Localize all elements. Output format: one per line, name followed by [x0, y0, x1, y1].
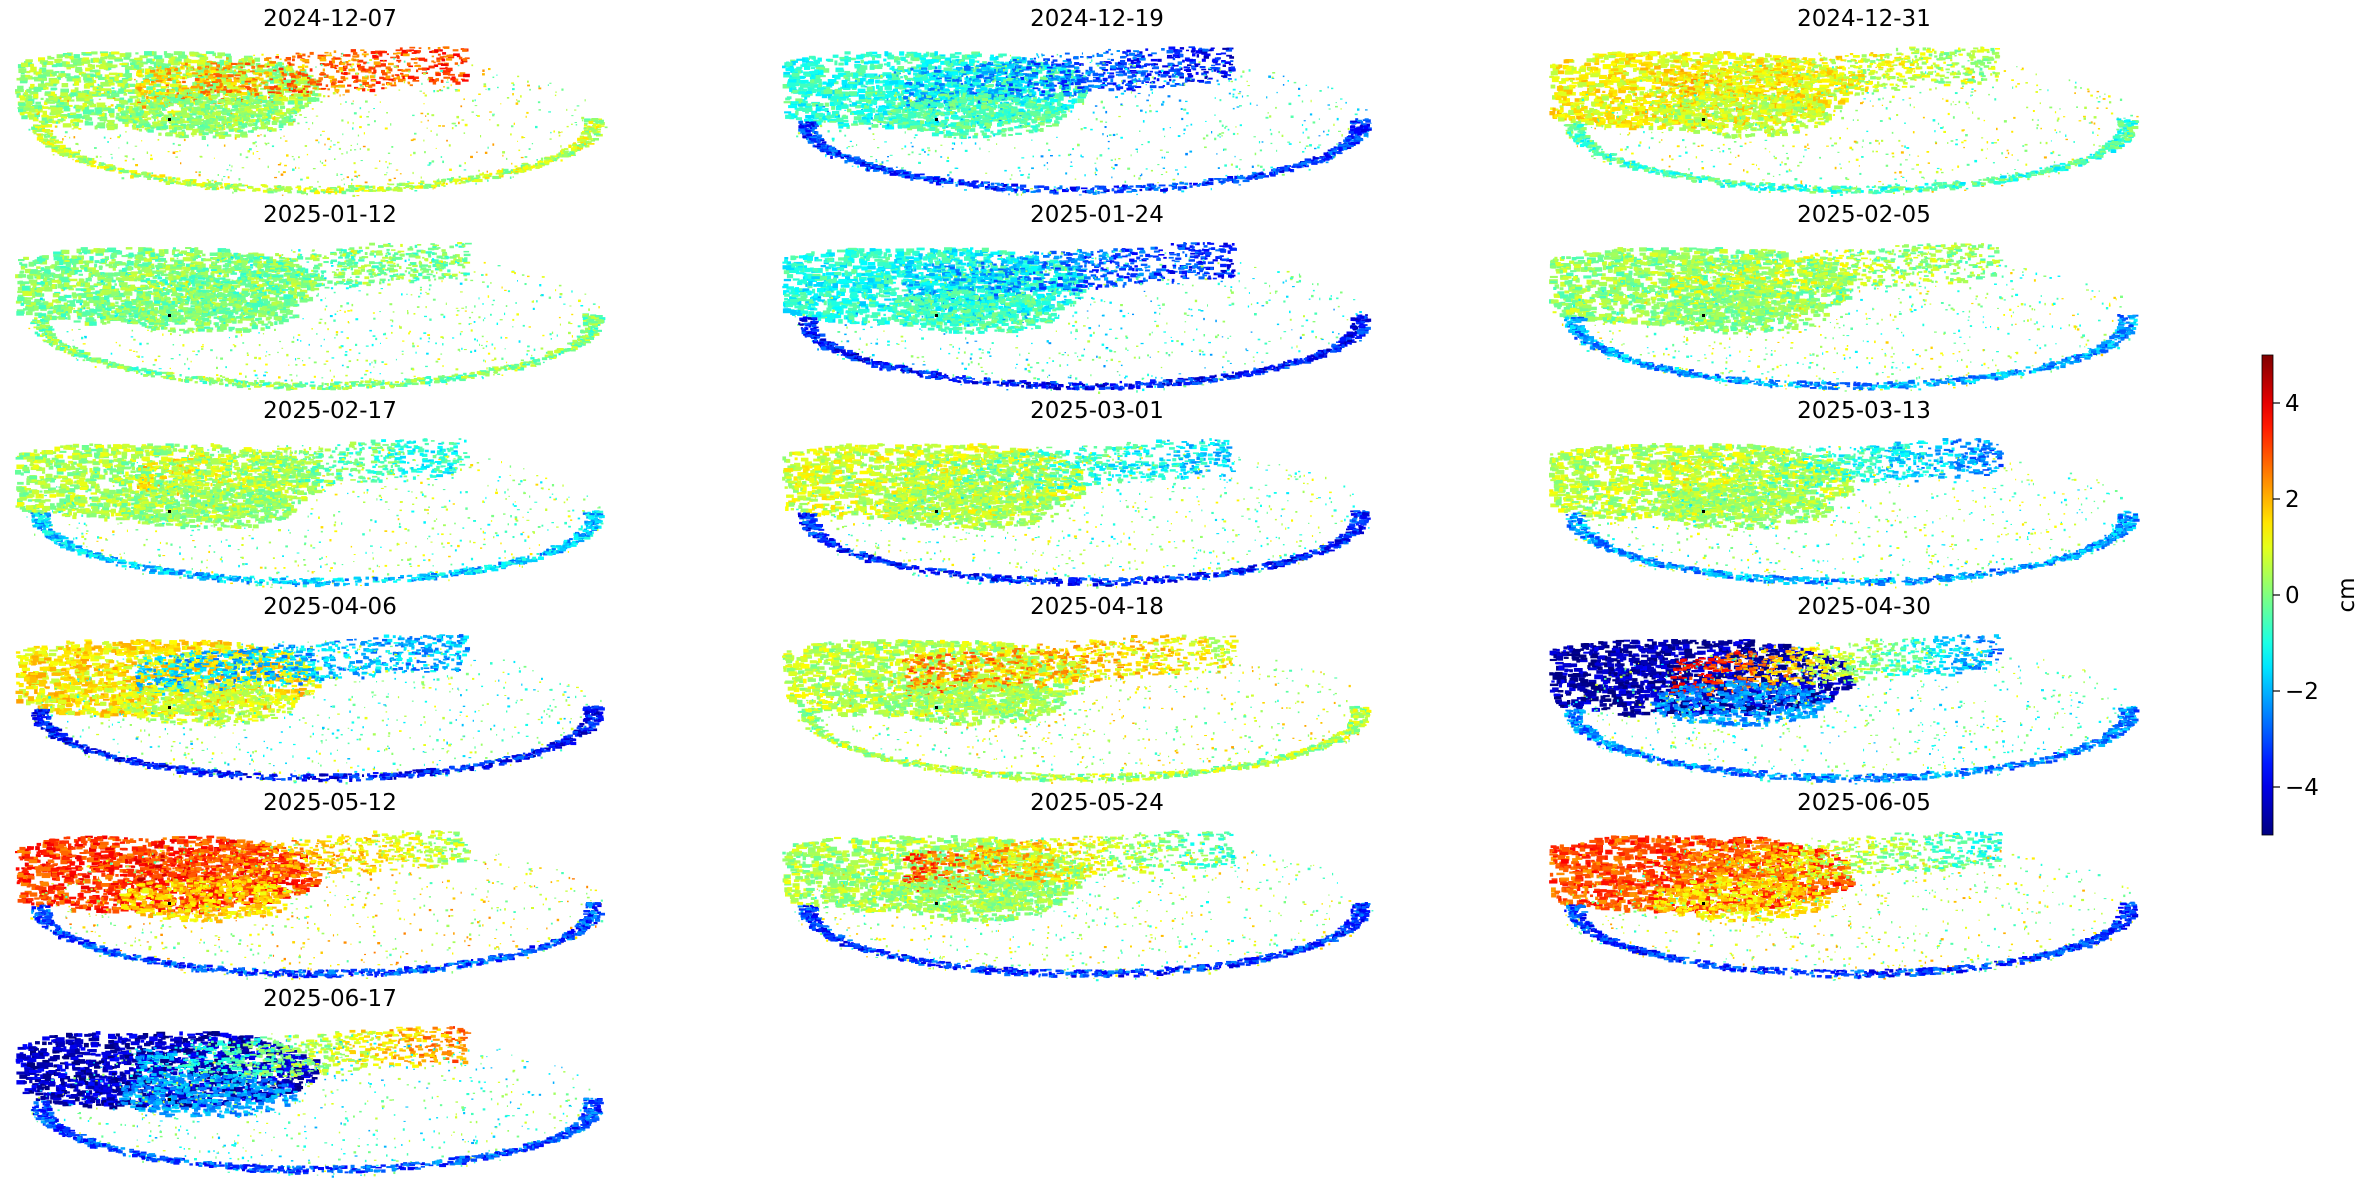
map-pixel: [129, 96, 138, 99]
map-pixel: [111, 52, 119, 55]
map-pixel: [280, 106, 285, 109]
map-pixel: [95, 126, 98, 130]
map-pixel: [199, 115, 203, 117]
map-pixel: [56, 63, 62, 67]
map-pixel: [129, 84, 136, 87]
map-pixel: [98, 117, 102, 119]
map-pixel: [47, 56, 51, 60]
map-pixel: [60, 89, 69, 93]
map-pixel: [88, 64, 92, 67]
map-pixel: [67, 67, 71, 69]
map-pixel: [63, 123, 72, 127]
map-pixel: [108, 83, 115, 86]
map-pixel: [125, 73, 132, 78]
map-pixel: [124, 57, 130, 60]
map-pixel: [41, 98, 44, 100]
map-pixel: [74, 54, 80, 58]
map-pixel: [107, 61, 112, 64]
map-pixel: [35, 102, 41, 105]
panel-title: 2024-12-07: [263, 6, 397, 32]
map-pixel: [298, 107, 304, 109]
map-pixel: [24, 92, 28, 95]
map-panel-2024-12-07: 2024-12-07: [15, 6, 608, 197]
map-pixel: [21, 115, 27, 119]
map-pixel: [91, 51, 97, 54]
map-pixel: [215, 56, 222, 58]
map-pixel: [60, 92, 68, 96]
map-pixel: [135, 52, 138, 54]
map-pixel: [166, 54, 173, 57]
map-pixel: [42, 117, 47, 121]
map-pixel: [26, 101, 32, 105]
map-pixel: [30, 67, 37, 72]
map-pixel: [110, 113, 115, 118]
map-pixel: [62, 83, 69, 87]
map-pixel: [217, 52, 225, 56]
map-pixel: [189, 103, 193, 107]
map-pixel: [200, 57, 209, 60]
map-pixel: [74, 82, 79, 85]
map-pixel: [220, 60, 225, 64]
